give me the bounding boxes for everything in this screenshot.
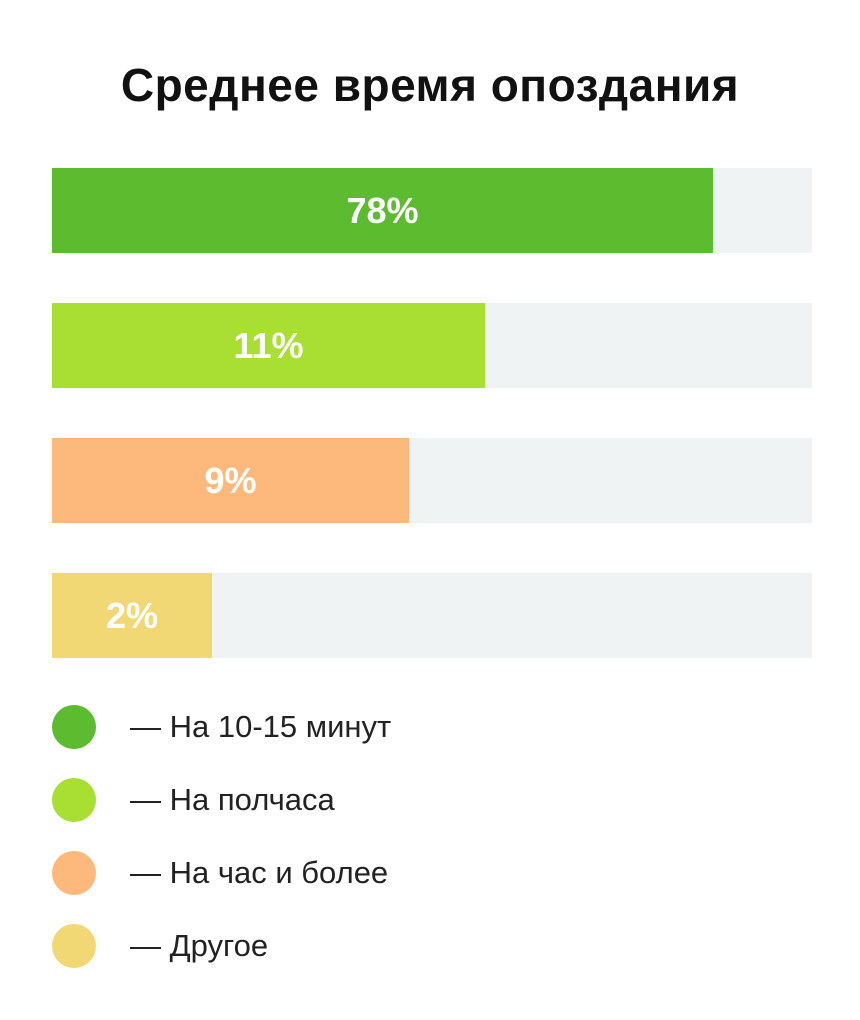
legend-swatch-icon [52, 705, 96, 749]
bar-data-label: 11% [233, 325, 304, 366]
legend-swatch-icon [52, 851, 96, 895]
bar-track: 78% [52, 168, 812, 253]
chart-title: Среднее время опоздания [120, 59, 740, 111]
legend-label: — На полчаса [130, 782, 335, 817]
legend-label: — На час и более [130, 855, 389, 890]
legend-label: — Другое [130, 928, 269, 963]
bar [52, 303, 485, 388]
bar [52, 438, 409, 523]
bar [52, 168, 713, 253]
bar-track: 9% [52, 438, 812, 523]
bar-track: 11% [52, 303, 812, 388]
bar-chart: 78% 11% 9% 2% [52, 168, 812, 708]
legend-swatch-icon [52, 924, 96, 968]
bar-data-label: 78% [346, 190, 419, 231]
legend-label: — На 10-15 минут [130, 709, 392, 744]
bar-track: 2% [52, 573, 812, 658]
bar-data-label: 9% [204, 460, 257, 501]
legend-swatch-icon [52, 778, 96, 822]
bar-data-label: 2% [105, 595, 159, 636]
bar [52, 573, 212, 658]
